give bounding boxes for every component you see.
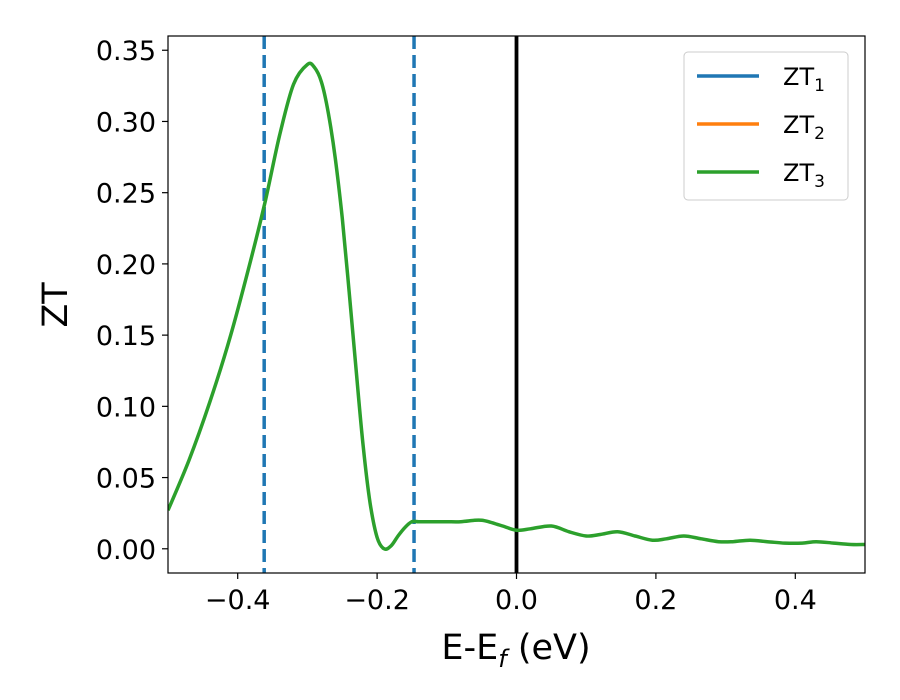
x-tick-label: 0.0 — [495, 585, 538, 616]
series-curves — [168, 61, 865, 551]
x-tick-label: −0.2 — [344, 585, 410, 616]
y-tick-label: 0.35 — [96, 36, 156, 67]
x-axis-title: E-Ef (eV) — [441, 628, 590, 673]
vertical-lines — [262, 36, 519, 573]
legend-label-3: ZT3 — [783, 159, 825, 192]
y-axis: 0.00 0.05 0.10 0.15 0.20 0.25 0.30 0.35 — [96, 36, 168, 566]
x-tick-label: 0.4 — [774, 585, 817, 616]
y-tick-label: 0.30 — [96, 107, 156, 138]
legend-frame — [683, 51, 849, 201]
y-tick-label: 0.15 — [96, 321, 156, 352]
y-tick-label: 0.05 — [96, 464, 156, 495]
y-tick-label: 0.20 — [96, 250, 156, 281]
y-tick-label: 0.10 — [96, 392, 156, 423]
y-axis-title: ZT — [36, 282, 76, 328]
legend: ZT1 ZT2 ZT3 — [683, 51, 849, 201]
x-axis-title-main: E-E — [441, 628, 498, 668]
series-line-3 — [168, 61, 865, 551]
x-axis: −0.4 −0.2 0.0 0.2 0.4 — [205, 573, 817, 616]
x-axis-title-suffix: (eV) — [507, 628, 591, 668]
y-tick-label: 0.00 — [96, 535, 156, 566]
x-tick-label: 0.2 — [634, 585, 677, 616]
legend-label-1: ZT1 — [783, 63, 825, 96]
y-tick-label: 0.25 — [96, 179, 156, 210]
legend-label-2: ZT2 — [783, 111, 825, 144]
x-tick-label: −0.4 — [205, 585, 271, 616]
